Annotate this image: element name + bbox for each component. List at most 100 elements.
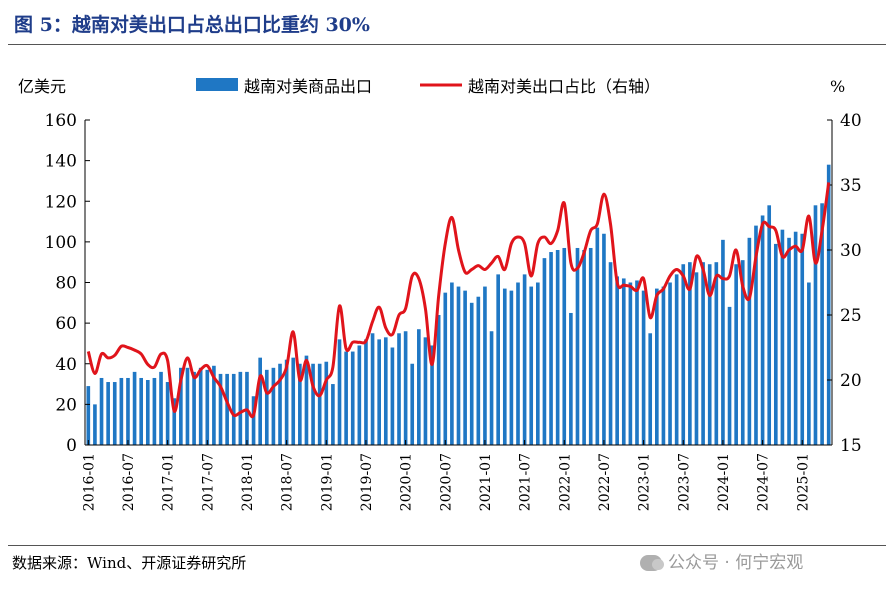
right-tick-label: 20 bbox=[840, 371, 862, 391]
bar-66 bbox=[522, 274, 527, 446]
bar-89 bbox=[674, 274, 679, 446]
bar-2 bbox=[99, 377, 104, 445]
bar-31 bbox=[291, 357, 296, 445]
bar-68 bbox=[536, 282, 540, 445]
bar-90 bbox=[681, 264, 686, 445]
bar-26 bbox=[258, 357, 262, 445]
bar-110 bbox=[813, 205, 818, 445]
bar-77 bbox=[595, 227, 600, 445]
bar-35 bbox=[317, 363, 322, 445]
bar-41 bbox=[357, 345, 362, 445]
bar-87 bbox=[661, 286, 666, 445]
bar-45 bbox=[383, 337, 388, 445]
left-axis-unit: 亿美元 bbox=[18, 77, 66, 96]
bar-61 bbox=[489, 331, 494, 445]
x-tick-label: 2021-07 bbox=[518, 453, 534, 511]
bar-6 bbox=[126, 377, 130, 445]
bar-71 bbox=[555, 250, 560, 445]
bar-50 bbox=[417, 329, 421, 445]
bar-69 bbox=[542, 258, 547, 446]
x-tick-label: 2023-07 bbox=[676, 453, 692, 511]
left-tick-label: 40 bbox=[55, 355, 77, 375]
bar-39 bbox=[344, 351, 348, 445]
x-tick-label: 2019-01 bbox=[319, 453, 335, 511]
bar-27 bbox=[264, 369, 269, 445]
left-tick-label: 60 bbox=[55, 314, 77, 334]
bar-23 bbox=[238, 371, 243, 446]
bar-1 bbox=[93, 404, 97, 446]
right-tick-label: 15 bbox=[840, 436, 862, 456]
title-divider bbox=[8, 44, 886, 45]
left-tick-label: 100 bbox=[45, 233, 77, 253]
bar-9 bbox=[145, 380, 150, 445]
x-tick-label: 2019-07 bbox=[359, 453, 375, 511]
bar-76 bbox=[588, 247, 593, 445]
x-tick-label: 2022-01 bbox=[557, 453, 573, 511]
bar-100 bbox=[747, 237, 752, 445]
bar-43 bbox=[370, 333, 375, 445]
bar-72 bbox=[562, 247, 567, 445]
bar-42 bbox=[364, 339, 368, 446]
bar-64 bbox=[509, 290, 514, 446]
left-tick-label: 0 bbox=[66, 436, 77, 456]
bar-52 bbox=[430, 345, 434, 445]
line-series bbox=[86, 182, 831, 419]
bar-85 bbox=[648, 333, 653, 445]
figure-title: 图 5：越南对美出口占总出口比重约 30% bbox=[14, 14, 370, 36]
bar-8 bbox=[139, 377, 144, 445]
bar-95 bbox=[714, 262, 719, 445]
bar-53 bbox=[436, 315, 441, 445]
bar-60 bbox=[483, 286, 487, 445]
x-tick-label: 2017-01 bbox=[161, 453, 177, 511]
bar-55 bbox=[450, 282, 454, 445]
bar-67 bbox=[529, 286, 534, 445]
x-tick-label: 2024-01 bbox=[716, 453, 732, 511]
right-tick-label: 40 bbox=[840, 111, 862, 131]
bar-97 bbox=[727, 306, 732, 446]
bar-106 bbox=[787, 237, 791, 445]
bar-series bbox=[86, 164, 831, 446]
watermark-text: 公众号 · 何宁宏观 bbox=[668, 553, 804, 573]
bar-56 bbox=[456, 286, 461, 445]
bar-46 bbox=[390, 347, 395, 445]
bar-107 bbox=[793, 231, 798, 445]
bar-4 bbox=[112, 382, 117, 445]
bar-49 bbox=[410, 363, 415, 445]
bar-86 bbox=[655, 288, 659, 445]
bar-21 bbox=[225, 373, 229, 445]
bar-15 bbox=[185, 367, 190, 445]
bar-101 bbox=[754, 225, 758, 445]
bar-98 bbox=[734, 264, 738, 445]
bar-40 bbox=[350, 351, 355, 445]
bar-29 bbox=[278, 363, 282, 445]
bar-94 bbox=[707, 264, 712, 445]
bar-93 bbox=[701, 262, 705, 445]
right-tick-label: 25 bbox=[840, 306, 862, 326]
bar-11 bbox=[159, 371, 163, 446]
bar-79 bbox=[608, 262, 613, 445]
x-tick-label: 2025-01 bbox=[795, 453, 811, 511]
bar-70 bbox=[549, 252, 553, 445]
right-tick-label: 35 bbox=[840, 176, 862, 196]
bar-83 bbox=[635, 280, 639, 445]
x-tick-label: 2017-07 bbox=[200, 453, 216, 511]
bar-62 bbox=[496, 274, 500, 446]
bar-48 bbox=[403, 331, 408, 445]
bar-32 bbox=[298, 363, 302, 445]
x-tick-label: 2016-01 bbox=[81, 453, 97, 511]
bar-44 bbox=[377, 339, 381, 446]
left-tick-label: 80 bbox=[55, 274, 77, 294]
legend-bar-swatch bbox=[196, 78, 238, 91]
bar-112 bbox=[826, 164, 831, 445]
bar-16 bbox=[192, 371, 196, 446]
right-tick-label: 30 bbox=[840, 241, 862, 261]
x-tick-label: 2024-07 bbox=[756, 453, 772, 511]
bar-18 bbox=[205, 369, 210, 445]
x-tick-label: 2018-07 bbox=[280, 453, 296, 511]
legend-bar-label: 越南对美商品出口 bbox=[244, 77, 372, 96]
bar-19 bbox=[212, 365, 216, 445]
x-tick-label: 2021-01 bbox=[478, 453, 494, 511]
bar-25 bbox=[251, 396, 256, 445]
bar-0 bbox=[86, 386, 91, 445]
